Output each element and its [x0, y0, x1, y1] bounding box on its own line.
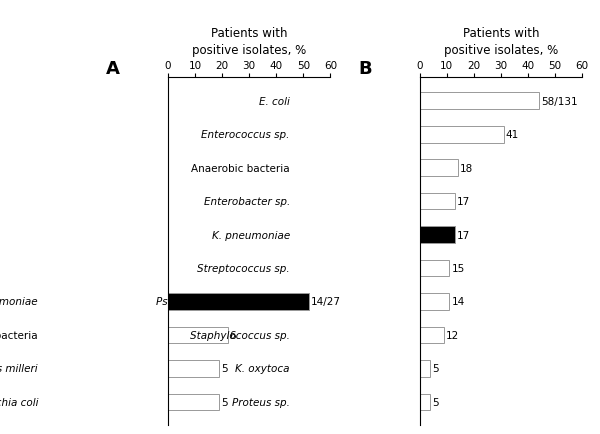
Bar — [419, 394, 430, 410]
Bar — [419, 293, 449, 310]
Text: A: A — [106, 60, 120, 78]
Bar — [419, 260, 449, 277]
Bar — [419, 127, 503, 143]
Text: 5: 5 — [221, 397, 228, 407]
Text: 58/131: 58/131 — [541, 96, 577, 106]
Text: Streptococcus milleri: Streptococcus milleri — [0, 364, 38, 374]
Text: 18: 18 — [460, 163, 473, 173]
Text: B: B — [358, 60, 371, 78]
Text: Staphylococcus sp.: Staphylococcus sp. — [190, 330, 290, 340]
Text: Anaerobic bacteria: Anaerobic bacteria — [191, 163, 290, 173]
Bar — [419, 93, 539, 110]
Text: Enterococcus sp.: Enterococcus sp. — [202, 130, 290, 140]
Bar — [168, 394, 220, 410]
Bar — [168, 327, 227, 344]
Text: Proteus sp.: Proteus sp. — [232, 397, 290, 407]
Text: 6: 6 — [230, 330, 236, 340]
Text: Pseudomonas aeruginosa: Pseudomonas aeruginosa — [156, 297, 290, 307]
Text: 17: 17 — [457, 197, 470, 207]
Text: 15: 15 — [452, 263, 465, 273]
Text: Klebsiella pneumoniae: Klebsiella pneumoniae — [0, 297, 38, 307]
Text: E. coli: E. coli — [259, 96, 290, 106]
Text: 5: 5 — [433, 397, 439, 407]
Text: 17: 17 — [457, 230, 470, 240]
Bar — [419, 160, 458, 177]
Text: Streptococcus sp.: Streptococcus sp. — [197, 263, 290, 273]
Text: K. oxytoca: K. oxytoca — [235, 364, 290, 374]
Title: Patients with
positive isolates, %: Patients with positive isolates, % — [443, 27, 558, 57]
Text: Anaerobic bacteria: Anaerobic bacteria — [0, 330, 38, 340]
Text: 5: 5 — [221, 364, 228, 374]
Text: Enterobacter sp.: Enterobacter sp. — [203, 197, 290, 207]
Text: 14/27: 14/27 — [311, 297, 341, 307]
Text: K. pneumoniae: K. pneumoniae — [212, 230, 290, 240]
Bar — [168, 293, 309, 310]
Title: Patients with
positive isolates, %: Patients with positive isolates, % — [192, 27, 307, 57]
Text: 41: 41 — [506, 130, 519, 140]
Bar — [419, 193, 455, 210]
Bar — [419, 360, 430, 377]
Text: 12: 12 — [446, 330, 460, 340]
Bar — [168, 360, 220, 377]
Text: 14: 14 — [452, 297, 465, 307]
Bar — [419, 327, 444, 344]
Bar — [419, 227, 455, 243]
Text: Escherichia coli: Escherichia coli — [0, 397, 38, 407]
Text: 5: 5 — [433, 364, 439, 374]
